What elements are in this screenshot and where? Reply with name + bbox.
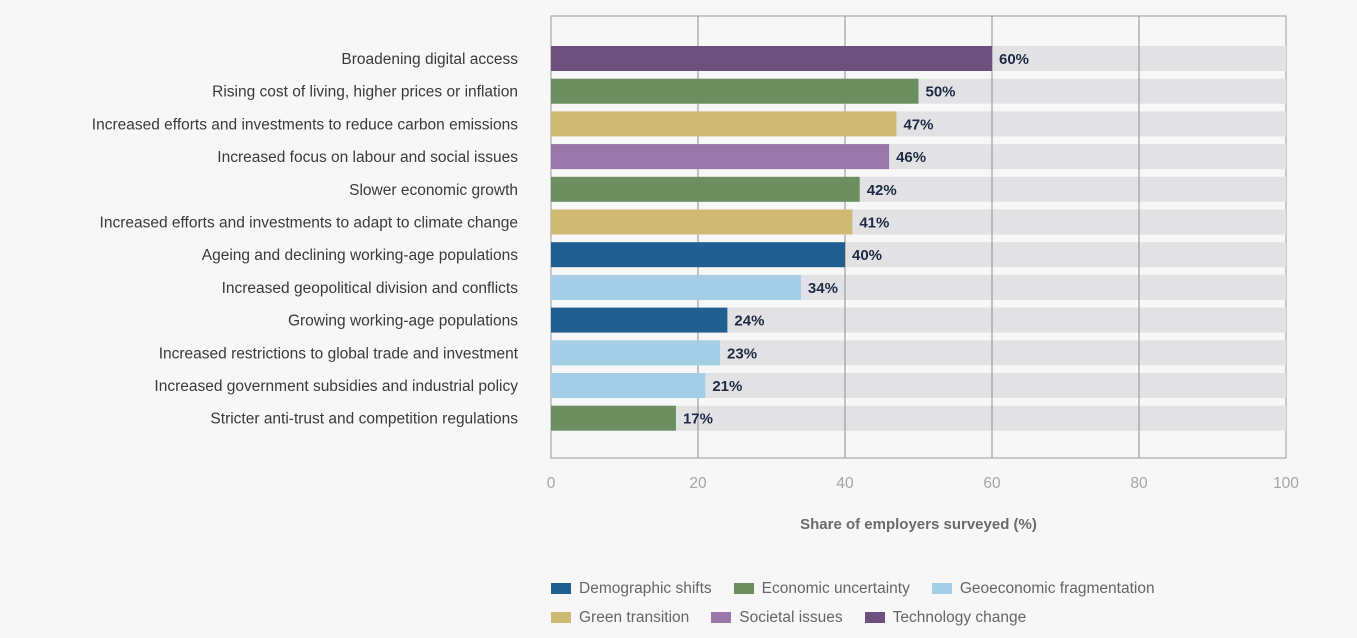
bar: [551, 144, 890, 170]
x-tick-label: 60: [983, 475, 1001, 492]
legend-label: Geoeconomic fragmentation: [959, 579, 1155, 597]
bar: [551, 78, 919, 104]
bar: [551, 209, 853, 235]
legend-item: Economic uncertainty: [733, 579, 910, 598]
x-tick-label: 40: [836, 475, 854, 492]
bar: [551, 274, 801, 300]
category-label: Increased efforts and investments to ada…: [100, 215, 518, 232]
legend-label: Economic uncertainty: [761, 579, 910, 597]
legend-swatch: [551, 583, 571, 594]
category-label: Broadening digital access: [341, 51, 518, 68]
bar: [551, 111, 897, 137]
category-label: Increased focus on labour and social iss…: [217, 149, 518, 166]
category-label: Increased restrictions to global trade a…: [159, 345, 519, 362]
value-label: 42%: [867, 182, 897, 199]
x-tick-label: 80: [1130, 475, 1148, 492]
legend-row: Green transition Societal issues Technolog…: [551, 603, 1251, 632]
legend-swatch: [931, 583, 952, 594]
legend-swatch: [551, 612, 571, 623]
legend-item: Societal issues: [711, 608, 843, 627]
legend-label: Demographic shifts: [579, 579, 712, 597]
value-label: 47%: [903, 116, 933, 133]
legend-label: Societal issues: [739, 608, 843, 626]
bar: [551, 307, 728, 333]
category-label: Ageing and declining working-age populat…: [202, 247, 519, 264]
legend-item: Geoeconomic fragmentation: [931, 579, 1155, 598]
value-label: 21%: [712, 378, 742, 395]
value-label: 50%: [926, 84, 956, 101]
legend-item: Green transition: [551, 609, 689, 627]
x-tick-label: 20: [689, 475, 707, 492]
bar: [551, 340, 721, 366]
x-tick-label: 0: [547, 475, 556, 492]
category-label: Increased efforts and investments to red…: [92, 116, 518, 133]
bar: [551, 405, 676, 431]
category-label: Rising cost of living, higher prices or …: [212, 84, 518, 101]
x-tick-label: 100: [1273, 475, 1299, 492]
value-label: 23%: [727, 345, 757, 362]
value-label: 40%: [852, 247, 882, 264]
category-label: Stricter anti-trust and competition regu…: [210, 411, 518, 428]
value-label: 60%: [999, 51, 1029, 68]
bar: [551, 176, 860, 202]
value-label: 34%: [808, 280, 838, 297]
legend-swatch: [733, 583, 754, 594]
bar: [551, 242, 845, 268]
legend-item: Technology change: [864, 608, 1027, 627]
category-label: Increased government subsidies and indus…: [154, 378, 518, 395]
legend: Demographic shifts Economic uncertainty Ge…: [551, 574, 1251, 632]
value-label: 46%: [896, 149, 926, 166]
legend-label: Technology change: [892, 608, 1027, 626]
category-label: Growing working-age populations: [288, 313, 518, 330]
legend-row: Demographic shifts Economic uncertainty Ge…: [551, 574, 1251, 603]
category-label: Slower economic growth: [349, 182, 518, 199]
category-label: Increased geopolitical division and conf…: [222, 280, 519, 297]
legend-label: Green transition: [579, 608, 690, 626]
legend-swatch: [711, 612, 732, 623]
legend-item: Demographic shifts: [551, 580, 712, 598]
value-label: 24%: [734, 313, 764, 330]
plot-frame: [550, 15, 1287, 459]
legend-swatch: [864, 612, 885, 623]
bar: [551, 46, 992, 71]
bar: [551, 373, 706, 398]
value-label: 17%: [683, 411, 713, 428]
x-axis-title: Share of employers surveyed (%): [800, 516, 1037, 533]
value-label: 41%: [859, 215, 889, 232]
